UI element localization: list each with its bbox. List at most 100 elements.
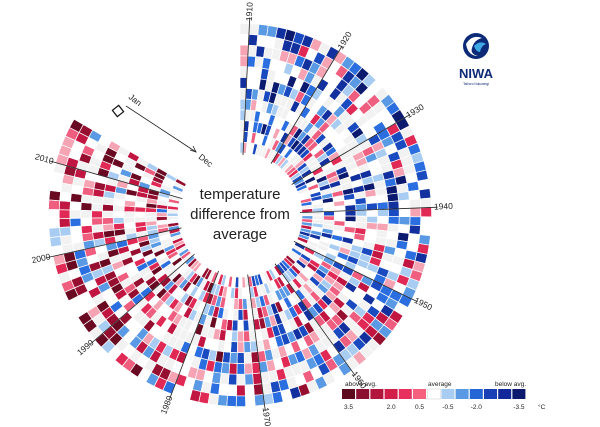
legend-tick-3: -0.5 [442,404,454,411]
heatmap-cell [239,98,247,111]
heatmap-cell [58,209,71,219]
heatmap-cell [134,216,147,223]
heatmap-cell [58,200,71,211]
heatmap-cell [60,234,73,246]
heatmap-cell [91,202,104,212]
legend-swatches [342,388,526,400]
logo-wordmark: NIWA [459,66,494,81]
heatmap-cell [242,308,249,321]
logo-wave-white [466,36,482,56]
decade-label-1940: 1940 [434,201,454,212]
legend-swatch [413,389,426,399]
heatmap-cell [344,210,357,217]
heatmap-cell [226,394,237,407]
heatmap-cell [236,341,245,353]
heatmap-cell [355,215,368,223]
decade-label-1980: 1980 [158,394,174,415]
legend: above avg. average below avg. 3.5 2.0 0.5 -… [342,381,546,411]
legend-swatch [370,389,384,399]
heatmap-cell [387,200,400,210]
heatmap-cell [239,66,248,78]
heatmap-cell [113,222,126,231]
heatmap-cell [366,209,378,217]
legend-swatch [342,389,355,399]
decade-label-1930: 1930 [404,102,426,120]
heatmap-cell [156,216,168,222]
heatmap-cell [239,33,250,46]
legend-above-label: above avg. [345,381,377,388]
heatmap-cell [227,373,238,386]
heatmap-cell [243,330,251,343]
decade-line-1920 [270,45,343,164]
legend-swatch [498,389,512,399]
heatmap-cell [230,341,238,353]
heatmap-cell [174,178,187,188]
heatmap-cell [237,330,245,343]
legend-swatch [441,389,455,399]
legend-swatch [356,389,370,399]
legend-swatch [484,389,497,399]
heatmap-cell [91,217,104,226]
heatmap-cell [420,207,432,218]
legend-swatch [398,389,412,399]
heatmap-cell [243,351,253,364]
heatmap-cell [134,211,146,218]
decade-line-1990 [90,253,195,345]
legend-swatch [455,389,469,399]
heatmap-cell [48,199,61,211]
heatmap-cell [227,384,237,397]
decade-line-1970 [247,274,266,412]
heatmap-cell [236,362,246,375]
decade-label-2000: 2000 [31,251,52,265]
heatmap-cell [123,211,136,218]
heatmap-cell [244,394,256,407]
decade-divider-lines [46,17,438,412]
heatmap-cell [398,216,411,226]
heatmap-cells [48,23,432,407]
heatmap-cell [248,34,259,47]
heatmap-cell [420,216,432,227]
decade-label-1920: 1920 [335,29,353,51]
heatmap-cell [102,217,114,225]
decade-label-2010: 2010 [34,151,55,166]
heatmap-cell [48,208,60,220]
heatmap-cell [239,77,248,89]
heatmap-cell [58,218,71,228]
heatmap-cell [237,309,244,321]
heatmap-cell [333,210,346,217]
month-label-jan: Jan [127,92,144,108]
heatmap-cell [355,203,368,211]
heatmap-cell [91,224,104,233]
heatmap-cell [398,207,411,218]
heatmap-cell [59,226,72,237]
heatmap-cell [69,217,82,228]
heatmap-cell [49,235,63,248]
heatmap-cell [262,392,275,406]
heatmap-cell [145,216,157,222]
heatmap-cell [242,319,250,332]
center-label-line-1: temperature [200,186,281,203]
heatmap-cell [91,210,103,219]
heatmap-cell [238,276,243,289]
heatmap-cell [242,297,248,310]
decade-label-1990: 1990 [75,337,96,357]
decade-line-2010 [49,160,183,199]
decade-line-2000 [46,227,182,259]
logo-tagline: Taihoro Nukurangi [463,82,489,86]
legend-tick-4: -2.0 [471,404,483,411]
legend-swatch [384,389,398,399]
heatmap-cell [123,216,136,224]
heatmap-cell [244,373,254,386]
heatmap-cell [145,211,157,218]
heatmap-cell [239,55,249,68]
niwa-logo: NIWA Taihoro Nukurangi [459,33,494,86]
heatmap-cell [418,188,432,200]
heatmap-cell [397,191,410,202]
heatmap-cell [80,224,94,235]
heatmap-cell [408,224,421,235]
legend-tick-0: 3.5 [344,404,353,411]
heatmap-cell [407,189,421,201]
heatmap-cell [237,287,243,299]
heatmap-cell [228,362,238,375]
